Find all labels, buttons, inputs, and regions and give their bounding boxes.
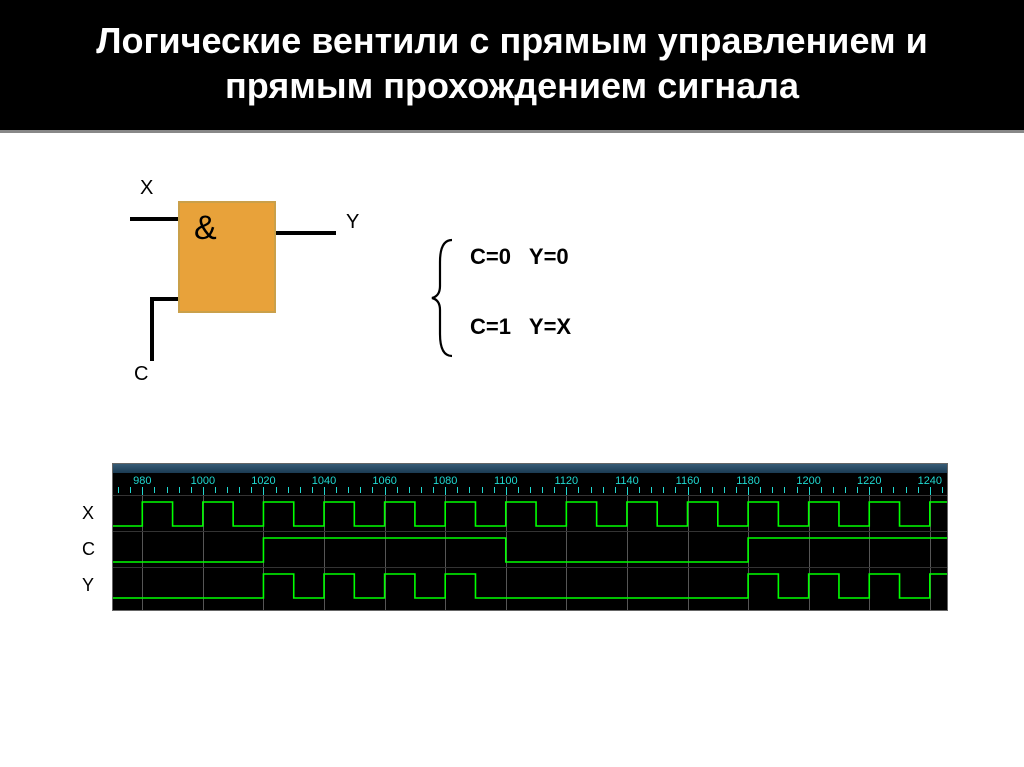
wave-row xyxy=(112,495,948,531)
gate-wire-c-v xyxy=(150,297,154,361)
gate-input-c-label: C xyxy=(134,363,148,386)
timing-ruler: 980 1000 1020 1040 1060 1080 1100 1120 1140 1160 1… xyxy=(112,473,948,495)
wave-row xyxy=(112,567,948,603)
ruler-label: 1020 xyxy=(251,475,275,487)
gate-symbol: & xyxy=(194,209,217,248)
ruler-label: 1100 xyxy=(494,475,518,487)
ruler-label: 1180 xyxy=(736,475,760,487)
gate-output-y-label: Y xyxy=(346,211,359,234)
gate-input-x-label: X xyxy=(140,177,153,200)
ruler-label: 1080 xyxy=(433,475,457,487)
content-area: X & Y C C=0 Y=0 C=1 Y=X 980 1000 1020 1040 1… xyxy=(0,133,1024,760)
gate-wire-c-h xyxy=(150,297,178,301)
ruler-label: 1060 xyxy=(372,475,396,487)
gate-wire-y xyxy=(276,231,336,235)
ruler-label: 1200 xyxy=(796,475,820,487)
ruler-label: 1120 xyxy=(555,475,579,487)
timing-diagram: 980 1000 1020 1040 1060 1080 1100 1120 1140 1160 1… xyxy=(78,463,958,611)
wave-label-y: Y xyxy=(82,575,94,596)
ruler-label: 1040 xyxy=(312,475,336,487)
truth-area: C=0 Y=0 C=1 Y=X xyxy=(430,238,730,378)
ruler-label: 1160 xyxy=(676,475,700,487)
truth-row-2: C=1 Y=X xyxy=(470,314,571,340)
ruler-label: 980 xyxy=(133,475,151,487)
ruler-label: 1220 xyxy=(857,475,881,487)
timing-panel: 980 1000 1020 1040 1060 1080 1100 1120 1140 1160 1… xyxy=(112,463,948,611)
wave-row xyxy=(112,531,948,567)
gate-diagram: X & Y C xyxy=(120,173,420,373)
wave-label-x: X xyxy=(82,503,94,524)
wave-label-c: C xyxy=(82,539,95,560)
truth-row-1: C=0 Y=0 xyxy=(470,244,569,270)
ruler-band xyxy=(112,463,948,473)
wave-area xyxy=(112,495,948,611)
ruler-label: 1240 xyxy=(918,475,942,487)
brace-icon xyxy=(430,238,460,358)
ruler-label: 1140 xyxy=(615,475,639,487)
ruler-label: 1000 xyxy=(191,475,215,487)
gate-box: & xyxy=(178,201,276,313)
title-bar: Логические вентили с прямым управлением … xyxy=(0,0,1024,133)
page-title: Логические вентили с прямым управлением … xyxy=(20,18,1004,108)
ruler-ticks xyxy=(112,487,948,495)
gate-wire-x xyxy=(130,217,178,221)
